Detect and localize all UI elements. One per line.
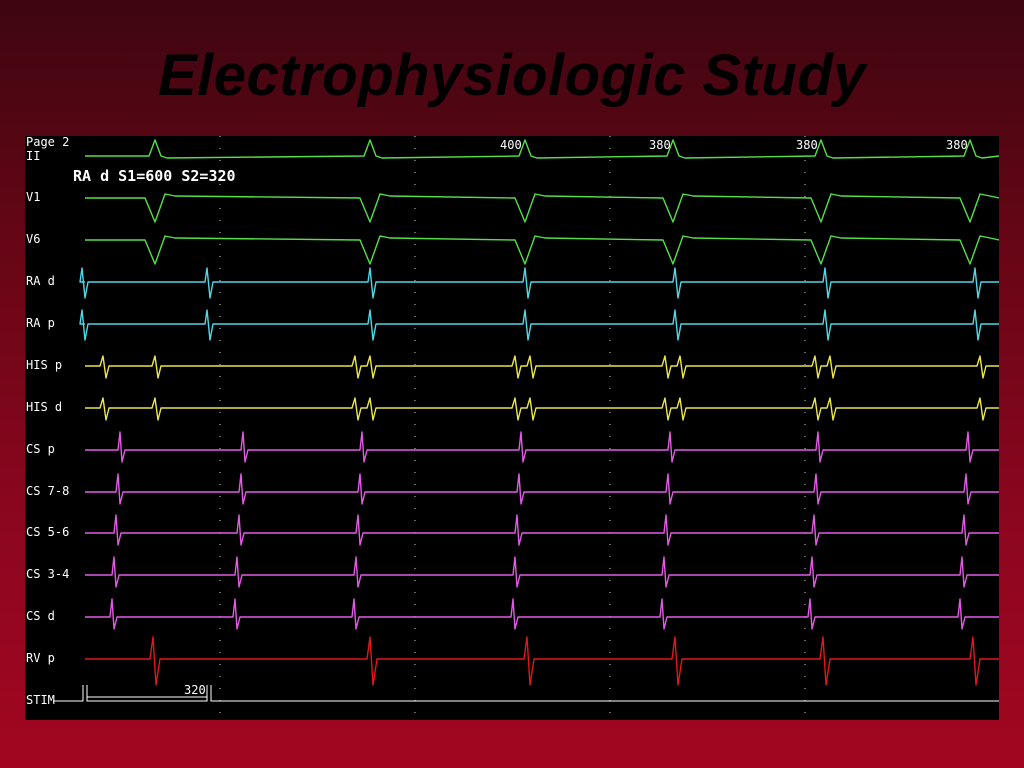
channel-label-ii: II	[26, 149, 41, 163]
stim-interval: 320	[184, 683, 206, 697]
trace-cs-3-4	[85, 556, 999, 588]
cycle-interval-3: 380	[796, 138, 818, 152]
trace-ra-p	[79, 309, 999, 341]
trace-v6	[85, 235, 999, 265]
trace-rv-p	[85, 636, 999, 686]
trace-ra-d	[79, 267, 999, 299]
channel-label-ra-p: RA p	[26, 316, 55, 330]
channel-label-stim: STIM	[26, 693, 55, 707]
cycle-interval-2: 380	[649, 138, 671, 152]
trace-cs-5-6	[85, 514, 999, 546]
channel-label-his-d: HIS d	[26, 400, 63, 414]
trace-v1	[85, 193, 999, 223]
channel-label-cs-7-8: CS 7-8	[26, 484, 70, 498]
trace-cs-d	[85, 598, 999, 630]
channel-label-v1: V1	[26, 190, 41, 204]
cycle-interval-1: 400	[500, 138, 522, 152]
trace-cs-7-8	[85, 473, 999, 505]
trace-ii	[85, 139, 999, 159]
channel-label-cs-3-4: CS 3-4	[26, 567, 70, 581]
trace-cs-p	[85, 431, 999, 463]
trace-his-p	[85, 355, 999, 379]
trace-stim	[53, 685, 999, 702]
cycle-interval-4: 380	[946, 138, 968, 152]
channel-label-cs-p: CS p	[26, 442, 55, 456]
channel-label-ra-d: RA d	[26, 274, 55, 288]
channel-label-cs-d: CS d	[26, 609, 55, 623]
channel-label-rv-p: RV p	[26, 651, 55, 665]
trace-his-d	[85, 397, 999, 421]
channel-label-cs-5-6: CS 5-6	[26, 525, 70, 539]
ep-tracing-panel: Page 2 RA d S1=600 S2=320 II V1 V6 RA d …	[25, 136, 999, 720]
slide-title: Electrophysiologic Study	[157, 43, 867, 108]
page-label: Page 2	[26, 136, 70, 149]
channel-label-v6: V6	[26, 232, 41, 246]
protocol-label: RA d S1=600 S2=320	[73, 167, 236, 185]
channel-label-his-p: HIS p	[26, 358, 63, 372]
tracing-waveforms	[53, 136, 999, 720]
